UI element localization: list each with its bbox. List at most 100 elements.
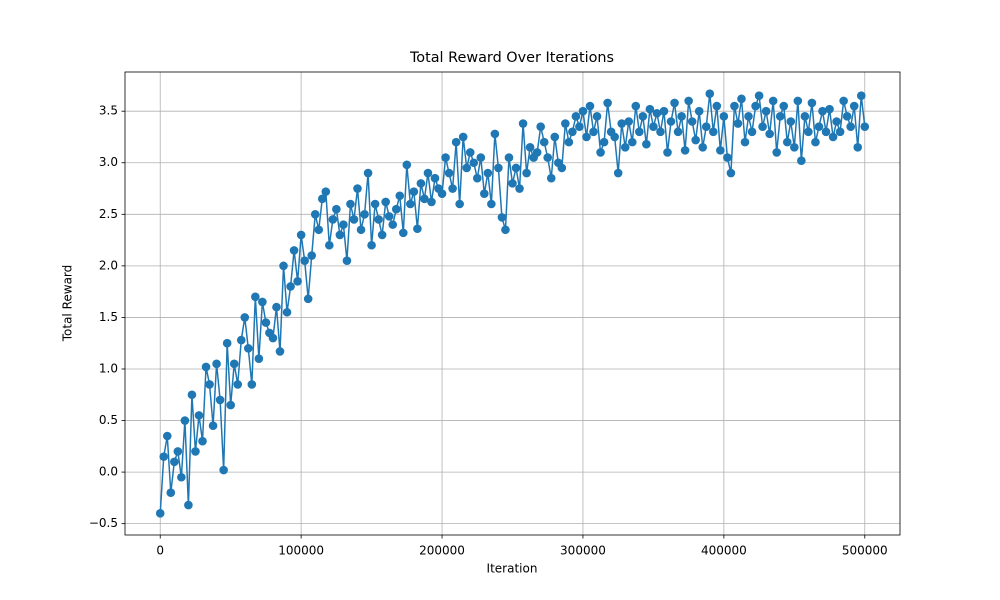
data-point [402,160,412,170]
data-point [198,436,207,446]
data-point [585,101,595,111]
data-point [814,122,824,131]
data-point [293,277,302,286]
data-point [458,132,468,142]
data-point [821,127,831,137]
data-point [416,179,426,188]
data-point [807,98,817,108]
data-point [705,89,715,98]
data-point [635,127,644,137]
y-tick-label: 0.0 [99,465,118,479]
data-point [321,187,331,196]
data-point [631,101,641,111]
data-point [737,94,746,104]
data-point [275,347,285,356]
data-point [522,168,531,178]
data-point [395,191,405,201]
data-point [754,91,764,101]
data-point [229,359,239,369]
data-point [480,189,489,198]
data-point [797,156,806,165]
data-point [666,117,676,126]
plot-frame [124,71,901,536]
data-point [818,106,827,116]
x-tick-label: 100000 [278,544,324,558]
data-point [504,153,514,162]
data-point [314,225,324,235]
data-point [680,146,690,155]
data-point [413,224,422,234]
data-point [476,153,486,162]
data-point [652,108,662,118]
data-point [180,416,190,425]
data-point [353,184,362,193]
data-point [317,194,327,204]
data-point [332,204,341,214]
data-point [691,135,700,145]
data-point [582,132,591,142]
data-point [610,132,619,142]
data-point [469,158,479,168]
data-point [561,119,570,128]
data-point [328,215,338,224]
data-point [465,148,475,157]
data-point [300,256,309,266]
data-point [645,104,655,114]
data-point [599,137,609,147]
data-point [536,122,545,131]
data-point [592,112,602,121]
data-point [532,148,542,157]
data-point [659,106,669,116]
x-tick-label: 400000 [701,544,747,558]
data-point [494,163,503,173]
data-point [687,117,697,126]
data-point [247,380,257,389]
data-point [730,101,739,111]
data-point [546,173,556,183]
y-tick-label: 3.0 [99,155,118,169]
data-point [515,184,524,193]
data-point [497,213,507,222]
data-point [427,197,436,207]
data-point [490,129,500,139]
data-point [208,421,218,430]
chart-title: Total Reward Over Iterations [409,50,614,66]
data-point [177,472,186,482]
data-point [723,153,732,162]
data-point [793,96,803,106]
data-point [286,282,295,291]
data-point [832,117,841,126]
data-point [437,189,447,198]
data-point [455,199,464,209]
data-point [747,127,757,137]
data-point [233,380,243,389]
data-point [406,199,415,209]
data-point [342,256,352,266]
data-point [166,488,176,498]
data-point [828,132,838,142]
x-tick-label: 200000 [419,544,465,558]
data-point [620,142,630,152]
data-point [194,411,204,420]
data-point [222,338,232,348]
data-point [184,500,193,510]
y-tick-label: 2.0 [99,258,118,272]
data-point [219,465,228,475]
data-point [201,362,211,372]
data-point [212,359,221,369]
data-point [768,96,778,106]
data-point [501,225,510,235]
data-point [790,142,799,152]
data-point [842,112,852,121]
data-point [487,199,496,209]
y-tick-label: −0.5 [89,516,118,530]
data-point [804,127,813,137]
data-point [462,163,472,173]
data-point [303,294,313,304]
data-point [191,447,200,456]
data-point [800,112,810,121]
data-point [853,142,863,152]
data-point [568,127,577,137]
data-point [775,112,785,121]
data-point [508,179,517,188]
